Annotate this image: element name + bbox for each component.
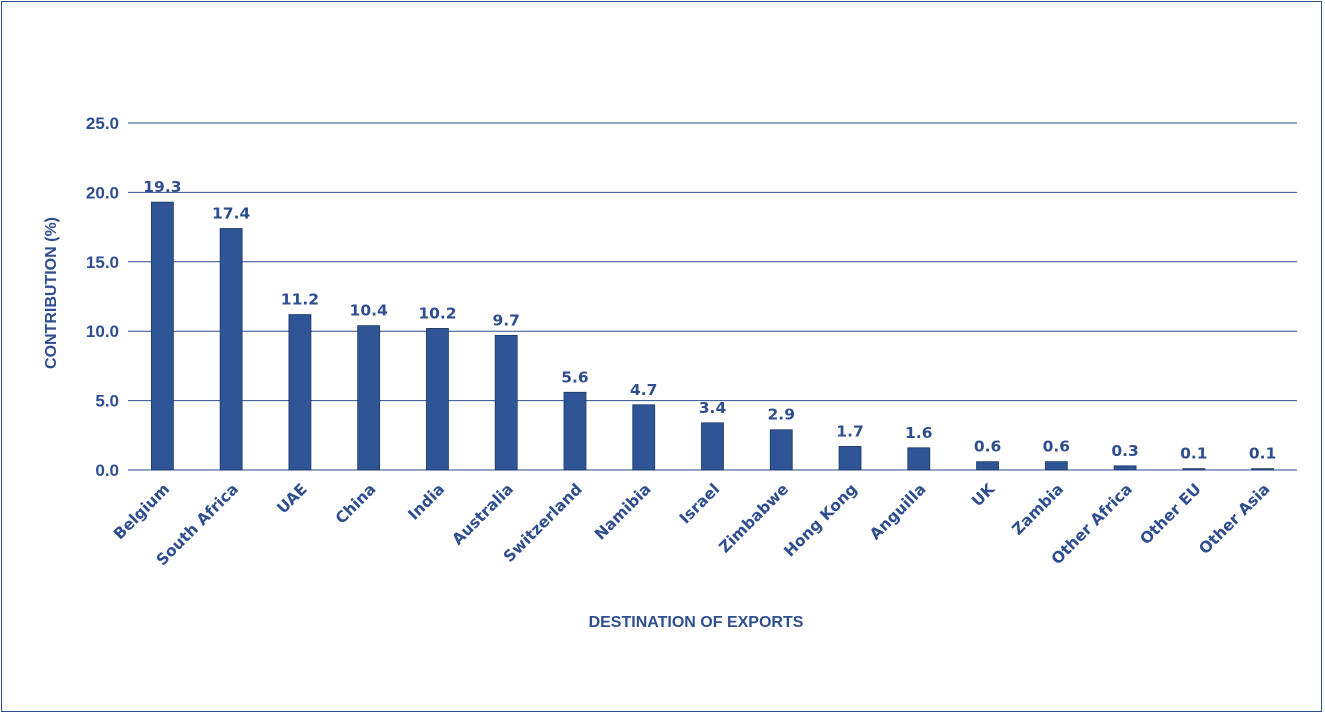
x-axis-title: DESTINATION OF EXPORTS: [589, 614, 804, 631]
y-axis-ticks: 0.0 5.0 10.0 15.0 20.0 25.0: [86, 114, 119, 480]
x-tick-label: Zimbabwe: [716, 480, 793, 557]
x-tick-label: Zambia: [1009, 480, 1067, 538]
x-tick-label: China: [332, 480, 380, 528]
data-label: 4.7: [630, 381, 657, 399]
data-label: 2.9: [768, 406, 795, 424]
y-tick-label: 10.0: [86, 322, 119, 341]
bar: [1251, 468, 1275, 471]
bar: [426, 328, 449, 471]
data-label: 0.1: [1180, 445, 1207, 463]
data-label: 11.2: [281, 291, 319, 309]
x-tick-label: Hong Kong: [780, 480, 860, 560]
bars: [150, 201, 1275, 471]
data-label: 0.6: [974, 438, 1001, 456]
gridlines: [128, 122, 1297, 471]
data-label: 17.4: [212, 204, 250, 222]
bar: [838, 446, 862, 471]
bar: [907, 447, 931, 471]
data-label: 10.2: [418, 304, 456, 322]
bar: [288, 314, 312, 471]
data-label: 19.3: [143, 178, 181, 196]
x-tick-label: Anguilla: [866, 480, 929, 543]
x-tick-label: Namibia: [591, 480, 654, 543]
data-label: 0.1: [1249, 445, 1276, 463]
bar: [357, 325, 381, 471]
y-tick-label: 0.0: [95, 461, 119, 480]
data-label: 0.6: [1043, 438, 1070, 456]
x-tick-label: Other EU: [1137, 480, 1205, 548]
bar: [494, 334, 518, 471]
data-label: 1.7: [836, 422, 863, 440]
x-tick-label: Other Asia: [1196, 480, 1274, 558]
y-axis-title: CONTRIBUTION (%): [43, 217, 60, 369]
data-labels: 19.3 17.4 11.2 10.4 10.2 9.7 5.6 4.7 3.4 2.9 1.7 1.…: [143, 178, 1276, 462]
data-label: 5.6: [561, 368, 588, 386]
data-label: 0.3: [1111, 442, 1138, 460]
bar: [1044, 461, 1068, 471]
bar: [632, 404, 656, 471]
bar: [769, 429, 793, 471]
x-tick-label: UK: [968, 479, 999, 510]
x-tick-label: Israel: [676, 480, 723, 527]
y-tick-label: 20.0: [86, 183, 119, 202]
data-label: 1.6: [905, 424, 932, 442]
bar: [150, 201, 174, 471]
y-tick-label: 5.0: [95, 392, 119, 411]
bar: [1113, 465, 1137, 471]
bar: [701, 422, 724, 471]
y-tick-label: 15.0: [86, 253, 119, 272]
x-tick-label: Belgium: [110, 480, 173, 543]
data-label: 10.4: [350, 302, 388, 320]
bar: [1182, 468, 1206, 471]
y-tick-label: 25.0: [86, 114, 119, 133]
data-label: 9.7: [492, 311, 519, 329]
data-label: 3.4: [699, 399, 727, 417]
x-tick-label: UAE: [273, 480, 310, 517]
x-tick-label: India: [405, 480, 449, 524]
bar: [219, 228, 243, 471]
bar: [976, 461, 999, 471]
bar: [563, 391, 587, 471]
x-tick-label: Australia: [449, 480, 517, 548]
